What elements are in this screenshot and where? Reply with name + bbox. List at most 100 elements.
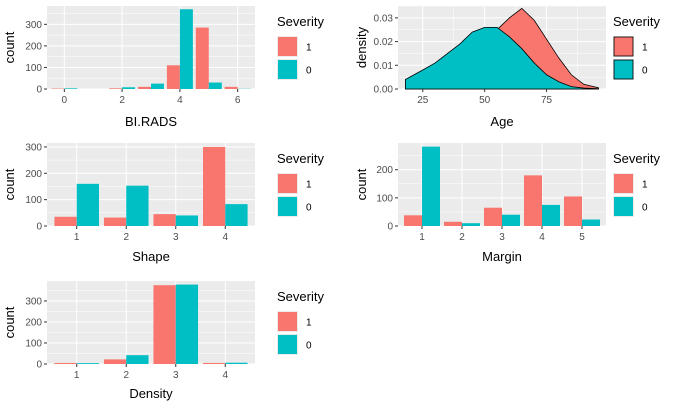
y-axis-title: count — [2, 306, 17, 338]
x-tick-label: 3 — [499, 232, 505, 243]
chart-0: 0 100 200 300 0 2 4 6 BI.RADS count Severity 1 0 — [2, 6, 324, 129]
legend-swatch-severity-1 — [278, 37, 297, 56]
x-tick-label: 75 — [541, 95, 553, 106]
bar-Margin-3-severity-0 — [502, 214, 520, 226]
y-tick-label: 300 — [25, 20, 42, 31]
bar-Margin-2-severity-0 — [462, 223, 480, 226]
legend-label: 1 — [642, 43, 648, 54]
x-tick-label: 1 — [74, 370, 80, 381]
legend-swatch-severity-1 — [278, 174, 297, 193]
y-tick-label: 0.02 — [374, 37, 394, 48]
legend-title: Severity — [613, 14, 660, 29]
x-tick-label: 4 — [223, 232, 229, 243]
legend-swatch-severity-0 — [614, 197, 633, 216]
legend-swatch-severity-0 — [613, 59, 634, 80]
bar-Margin-2-severity-1 — [444, 221, 462, 226]
x-tick-label: 0 — [62, 95, 68, 106]
bar-Shape-4-severity-1 — [203, 146, 226, 226]
y-tick-label: 300 — [25, 296, 42, 307]
y-tick-label: 200 — [376, 165, 393, 176]
legend-title: Severity — [277, 289, 324, 304]
legend-swatch-severity-1 — [613, 36, 634, 57]
x-tick-label: 2 — [123, 370, 129, 381]
y-axis-title: count — [2, 168, 17, 200]
bar-Density-3-severity-0 — [175, 284, 199, 364]
bar-BI.RADS-6-severity-1 — [224, 86, 238, 89]
bar-Margin-4-severity-0 — [542, 204, 560, 226]
y-tick-label: 0 — [36, 85, 42, 96]
x-axis-title: Density — [129, 386, 173, 401]
bar-BI.RADS-0-severity-0 — [64, 88, 78, 89]
bar-BI.RADS-4-severity-1 — [166, 65, 180, 89]
bar-Shape-3-severity-1 — [153, 214, 176, 226]
bar-Density-4-severity-1 — [203, 362, 226, 364]
x-tick-label: 1 — [74, 232, 80, 243]
x-tick-label: 2 — [123, 232, 129, 243]
y-tick-label: 200 — [25, 169, 42, 180]
y-tick-label: 0 — [387, 222, 393, 233]
x-tick-label: 2 — [459, 232, 465, 243]
bar-Density-2-severity-0 — [126, 355, 149, 364]
bar-BI.RADS-2-severity-1 — [109, 88, 123, 89]
chart-4: 0 100 200 300 1 2 3 4 Density count Severity 1 0 — [2, 281, 324, 401]
bar-Margin-4-severity-1 — [524, 175, 542, 226]
bar-BI.RADS-3-severity-0 — [151, 83, 164, 89]
y-axis-title: count — [2, 31, 17, 63]
bar-Density-1-severity-0 — [76, 363, 99, 364]
chart-3: 0 100 200 1 2 3 4 5 Margin count Severity 1 0 — [354, 143, 660, 264]
density-area-severity-0 — [405, 26, 599, 90]
bar-Density-4-severity-0 — [225, 362, 248, 364]
bar-Shape-4-severity-0 — [225, 204, 248, 226]
legend-swatch-severity-0 — [278, 197, 297, 216]
y-tick-label: 0 — [36, 360, 42, 371]
panel-background — [47, 6, 255, 89]
legend: Severity 1 0 — [613, 151, 660, 217]
bar-Shape-2-severity-1 — [103, 217, 127, 226]
bar-Margin-5-severity-1 — [564, 196, 582, 226]
panel-background — [47, 281, 255, 364]
legend-label: 0 — [642, 203, 648, 214]
legend-title: Severity — [277, 151, 324, 166]
bar-BI.RADS-3-severity-1 — [138, 86, 151, 89]
y-tick-label: 100 — [25, 338, 42, 349]
y-tick-label: 0 — [36, 222, 42, 233]
x-axis-title: Margin — [482, 249, 522, 264]
x-tick-label: 6 — [235, 95, 241, 106]
legend-swatch-severity-1 — [614, 174, 633, 193]
y-tick-label: 100 — [25, 195, 42, 206]
bar-BI.RADS-4-severity-0 — [179, 9, 193, 90]
legend-label: 0 — [306, 66, 312, 77]
legend-swatch-severity-1 — [278, 312, 297, 331]
legend: Severity 1 0 — [613, 14, 660, 80]
legend-label: 1 — [306, 43, 312, 54]
legend-label: 1 — [306, 180, 312, 191]
bar-BI.RADS-2-severity-0 — [122, 87, 136, 89]
bar-Margin-5-severity-0 — [582, 219, 600, 226]
chart-1: 0.00 0.01 0.02 0.03 25 50 75 Age density Severity… — [354, 5, 660, 129]
bar-Shape-3-severity-0 — [175, 215, 199, 226]
x-tick-label: 1 — [419, 232, 425, 243]
legend-label: 0 — [306, 341, 312, 352]
legend: Severity 1 0 — [277, 151, 324, 217]
legend-label: 0 — [306, 203, 312, 214]
y-axis-title: density — [354, 26, 369, 68]
legend: Severity 1 0 — [277, 14, 324, 80]
bar-Shape-1-severity-0 — [76, 183, 99, 226]
legend-title: Severity — [277, 14, 324, 29]
bar-BI.RADS-5-severity-0 — [208, 82, 222, 89]
bar-Margin-1-severity-0 — [422, 146, 440, 226]
x-tick-label: 25 — [417, 95, 429, 106]
legend-label: 1 — [306, 318, 312, 329]
bar-Margin-3-severity-1 — [484, 207, 502, 226]
x-tick-label: 3 — [173, 370, 179, 381]
x-axis-title: Shape — [132, 249, 170, 264]
chart-2: 0 100 200 300 1 2 3 4 Shape count Severity 1 0 — [2, 142, 324, 264]
y-tick-label: 200 — [25, 41, 42, 52]
x-axis-title: Age — [490, 114, 513, 129]
bar-Margin-1-severity-1 — [404, 215, 422, 226]
x-tick-label: 2 — [119, 95, 125, 106]
x-tick-label: 4 — [539, 232, 545, 243]
x-tick-label: 4 — [177, 95, 183, 106]
y-tick-label: 300 — [25, 142, 42, 153]
